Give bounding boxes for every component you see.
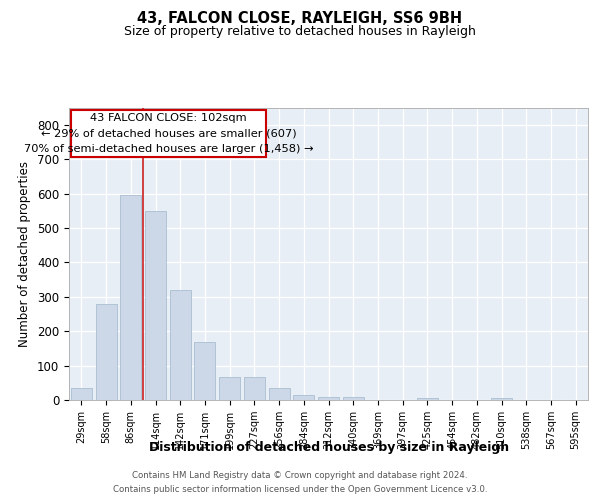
Bar: [343, 396, 364, 400]
Text: Contains HM Land Registry data © Crown copyright and database right 2024.: Contains HM Land Registry data © Crown c…: [132, 472, 468, 480]
Bar: [170, 290, 191, 400]
Text: Contains public sector information licensed under the Open Government Licence v3: Contains public sector information licen…: [113, 484, 487, 494]
FancyBboxPatch shape: [71, 110, 266, 157]
Bar: [95, 304, 116, 400]
Bar: [293, 395, 314, 400]
Text: 43 FALCON CLOSE: 102sqm
← 29% of detached houses are smaller (607)
70% of semi-d: 43 FALCON CLOSE: 102sqm ← 29% of detache…: [24, 113, 313, 154]
Bar: [71, 388, 92, 400]
Bar: [120, 196, 141, 400]
Text: Size of property relative to detached houses in Rayleigh: Size of property relative to detached ho…: [124, 25, 476, 38]
Bar: [145, 212, 166, 400]
Text: Distribution of detached houses by size in Rayleigh: Distribution of detached houses by size …: [149, 441, 509, 454]
Bar: [318, 396, 339, 400]
Bar: [417, 398, 438, 400]
Bar: [491, 398, 512, 400]
Bar: [269, 388, 290, 400]
Bar: [194, 342, 215, 400]
Text: 43, FALCON CLOSE, RAYLEIGH, SS6 9BH: 43, FALCON CLOSE, RAYLEIGH, SS6 9BH: [137, 11, 463, 26]
Y-axis label: Number of detached properties: Number of detached properties: [19, 161, 31, 347]
Bar: [219, 376, 240, 400]
Bar: [244, 376, 265, 400]
